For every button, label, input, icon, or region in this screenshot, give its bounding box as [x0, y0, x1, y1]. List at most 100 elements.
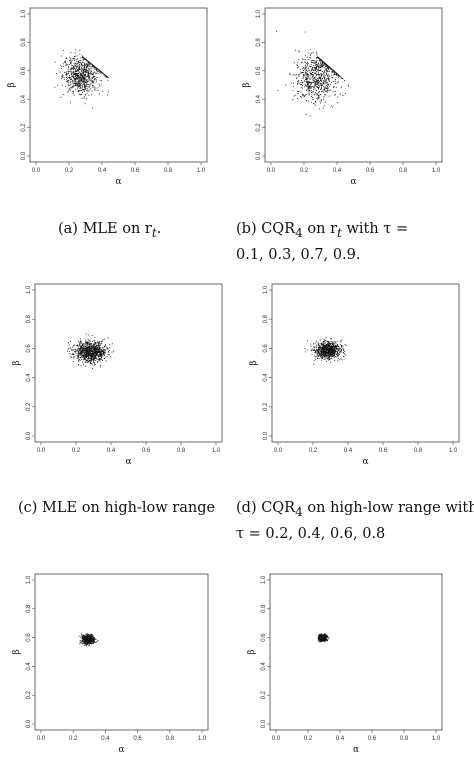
scatter-point [329, 353, 331, 355]
scatter-point [326, 91, 327, 93]
scatter-point [109, 356, 111, 358]
scatter-point [87, 76, 89, 78]
scatter-point [84, 71, 86, 73]
scatter-point [325, 349, 327, 350]
scatter-point [100, 357, 102, 359]
scatter-point [65, 58, 67, 60]
scatter-point [85, 84, 87, 86]
x-tick-label: 0.8 [177, 448, 186, 454]
scatter-point [75, 80, 77, 81]
scatter-point [91, 77, 93, 79]
scatter-point [107, 354, 109, 355]
scatter-point [315, 350, 317, 352]
scatter-point [339, 348, 341, 350]
scatter-point [92, 640, 94, 642]
scatter-point [72, 75, 74, 77]
x-tick-label: 0.2 [69, 736, 78, 742]
scatter-point [90, 360, 92, 361]
scatter-point [334, 341, 336, 343]
scatter-point [324, 356, 326, 358]
scatter-point [328, 350, 330, 352]
scatter-point [314, 93, 316, 95]
scatter-point [72, 361, 74, 362]
y-tick-label: 0.4 [26, 373, 32, 382]
scatter-point [321, 347, 323, 349]
scatter-point [97, 343, 99, 345]
scatter-point [326, 85, 327, 87]
x-tick-label: 0.6 [142, 448, 151, 454]
scatter-point [326, 87, 328, 89]
scatter-point [337, 354, 339, 356]
scatter-point [338, 77, 339, 79]
scatter-point [87, 355, 89, 357]
scatter-point [77, 87, 79, 89]
scatter-point [98, 344, 100, 346]
scatter-point [78, 81, 80, 83]
scatter-point [303, 73, 305, 75]
scatter-point [78, 76, 80, 78]
scatter-point [87, 346, 89, 347]
scatter-point [294, 94, 296, 96]
y-axis-label: β [247, 649, 257, 654]
scatter-point [77, 83, 79, 85]
scatter-point [90, 354, 92, 356]
scatter-point [337, 353, 338, 355]
y-tick-label: 0.0 [26, 719, 32, 728]
scatter-point [73, 356, 75, 358]
scatter-point [331, 350, 333, 352]
scatter-point [92, 358, 94, 359]
scatter-point [63, 49, 65, 51]
scatter-point [316, 74, 317, 76]
scatter-point [66, 80, 68, 82]
scatter-point [325, 346, 326, 348]
scatter-point [88, 352, 90, 354]
scatter-point [330, 74, 332, 76]
scatter-point [85, 349, 87, 351]
scatter-point [65, 65, 67, 66]
scatter-point [323, 70, 325, 72]
scatter-point [327, 352, 329, 354]
scatter-point [334, 354, 335, 356]
scatter-point [306, 72, 308, 74]
scatter-point [89, 641, 91, 643]
scatter-point [73, 357, 75, 359]
scatter-point [78, 83, 80, 84]
scatter-point [77, 355, 79, 357]
scatter-point [323, 96, 325, 98]
scatter-point [77, 351, 79, 353]
scatter-point [82, 80, 84, 82]
scatter-point [326, 67, 328, 69]
scatter-point [333, 347, 335, 349]
scatter-point [298, 80, 300, 82]
scatter-point [311, 62, 313, 64]
scatter-point [70, 77, 72, 79]
scatter-point [91, 638, 93, 640]
scatter-point [85, 341, 87, 343]
scatter-point [94, 351, 96, 353]
scatter-point [93, 339, 95, 341]
scatter-point [315, 51, 317, 53]
scatter-point [74, 58, 75, 60]
scatter-point [87, 642, 89, 643]
scatter-point [75, 350, 77, 352]
scatter-point [72, 83, 74, 85]
scatter-point [322, 353, 324, 355]
scatter-point [64, 72, 66, 73]
scatter-point [327, 347, 329, 349]
scatter-point [92, 351, 94, 353]
scatter-point [312, 76, 313, 78]
scatter-point [87, 637, 89, 639]
scatter-point [89, 363, 91, 364]
scatter-point [317, 351, 319, 353]
y-axis-label: β [12, 649, 22, 654]
scatter-point [332, 348, 334, 350]
scatter-point [85, 88, 87, 89]
scatter-point [76, 66, 78, 68]
scatter-point [315, 62, 317, 64]
scatter-point [90, 635, 92, 637]
scatter-point [63, 77, 65, 79]
scatter-point [104, 358, 106, 359]
scatter-point [321, 357, 323, 359]
scatter-point [344, 80, 345, 81]
scatter-point [83, 67, 85, 68]
